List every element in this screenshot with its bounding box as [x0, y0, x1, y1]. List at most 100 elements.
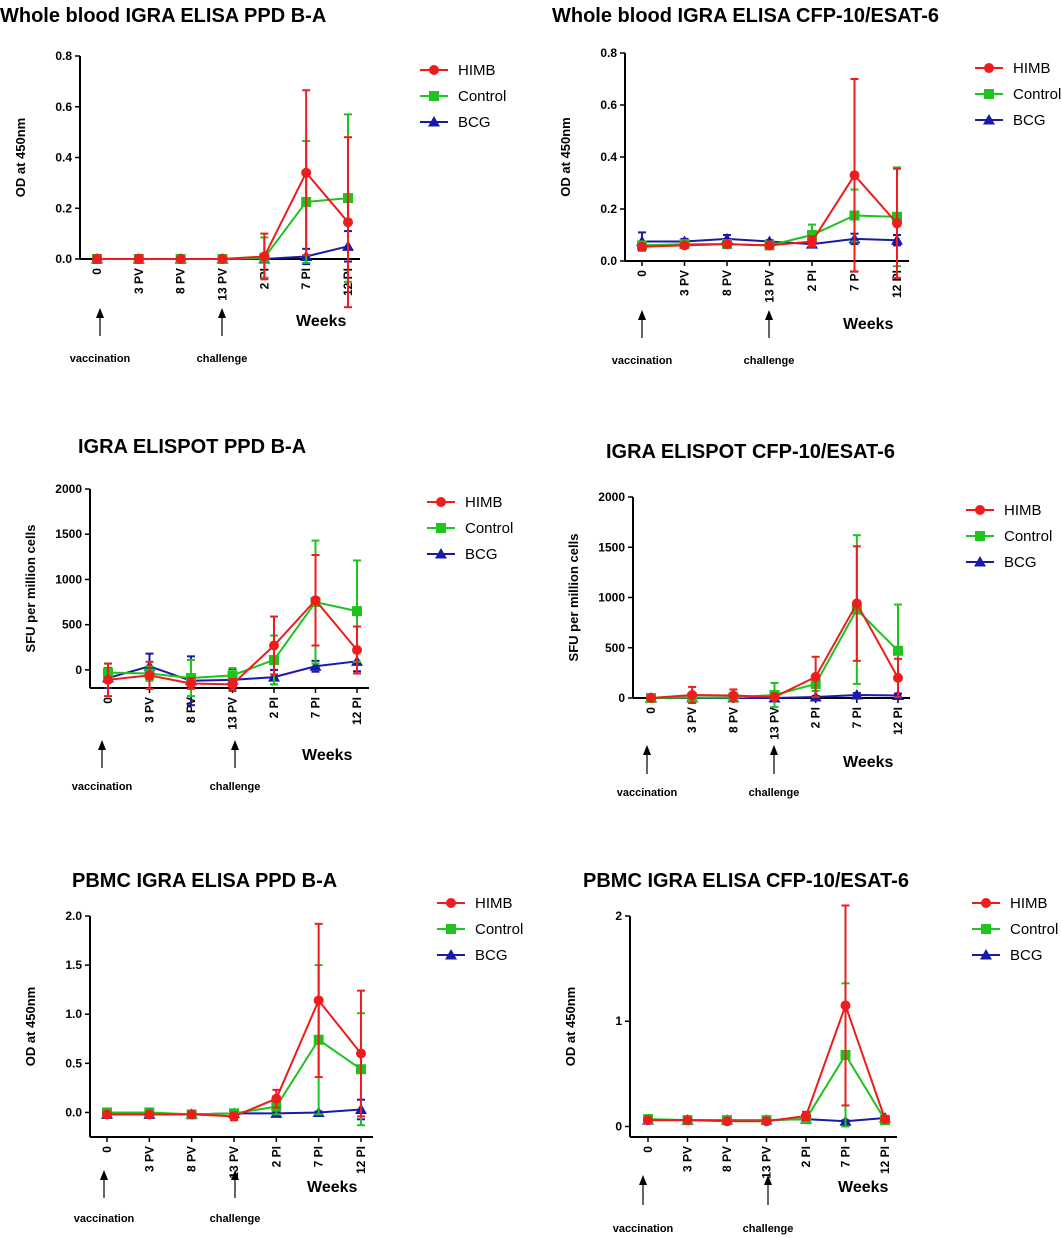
x-tick-label: 0 — [635, 270, 649, 277]
y-tick-label: 0.6 — [55, 100, 72, 114]
legend-marker — [980, 949, 992, 960]
series-himb — [103, 554, 362, 698]
x-tick-label: 12 PI — [891, 707, 905, 735]
data-point — [103, 674, 113, 685]
vaccination-arrowhead — [96, 308, 104, 318]
data-point — [679, 240, 690, 251]
chart-panel-3: IGRA ELISPOT PPD B-A 0 500 1000 1500 2000 0 3 P… — [23, 436, 513, 793]
legend-label: Control — [1010, 921, 1058, 938]
x-tick-label: 12 PI — [354, 1146, 368, 1174]
x-tick-label: 8 PV — [174, 268, 188, 294]
legend-marker — [983, 114, 995, 125]
series-line — [107, 998, 362, 1118]
x-tick-label: 2 PI — [267, 697, 281, 718]
y-tick-label: 2.0 — [65, 909, 82, 923]
data-point — [892, 218, 902, 229]
x-tick-label: 0 — [644, 707, 658, 714]
legend-marker — [428, 116, 440, 127]
x-tick-label: 7 PI — [309, 697, 323, 718]
y-tick-label: 500 — [605, 641, 625, 655]
y-axis-label: OD at 450nm — [23, 987, 38, 1066]
vaccination-label: vaccination — [613, 1223, 674, 1235]
y-tick-label: 0 — [618, 691, 625, 705]
x-tick-label: 8 PV — [720, 1146, 734, 1172]
y-tick-label: 0.2 — [55, 201, 72, 215]
challenge-label: challenge — [743, 1223, 794, 1235]
data-point — [269, 640, 279, 651]
data-point — [217, 254, 228, 264]
x-tick-label: 0 — [90, 268, 104, 275]
data-point — [893, 672, 903, 683]
x-axis-label: Weeks — [302, 747, 353, 764]
y-tick-label: 1500 — [55, 527, 82, 541]
chart-title: PBMC IGRA ELISA PPD B-A — [72, 870, 337, 892]
chart-title: IGRA ELISPOT CFP-10/ESAT-6 — [606, 441, 895, 463]
legend-label: Control — [1004, 528, 1052, 545]
x-tick-label: 2 PI — [809, 707, 823, 728]
y-axis-label: SFU per million cells — [566, 534, 581, 662]
legend-marker — [981, 898, 991, 908]
legend-label: HIMB — [475, 895, 513, 912]
y-tick-label: 2 — [615, 909, 622, 923]
legend-label: Control — [1013, 86, 1061, 103]
legend-label: HIMB — [465, 494, 503, 511]
data-point — [144, 1109, 155, 1120]
legend-label: BCG — [475, 947, 508, 964]
series-himb — [92, 89, 353, 309]
challenge-label: challenge — [749, 787, 800, 799]
y-tick-label: 2000 — [55, 482, 82, 496]
legend-marker — [446, 898, 456, 908]
vaccination-arrowhead — [638, 310, 646, 320]
data-point — [144, 670, 155, 681]
legend: HIMB Control BCG — [420, 62, 506, 131]
challenge-arrowhead — [218, 308, 226, 318]
data-point — [807, 236, 817, 247]
data-point — [850, 688, 863, 700]
x-tick-label: 2 PI — [269, 1146, 283, 1167]
x-tick-label: 12 PI — [878, 1146, 892, 1174]
legend-marker — [446, 924, 456, 934]
legend-marker — [975, 531, 985, 541]
legend: HIMB Control BCG — [972, 895, 1058, 964]
x-tick-label: 13 PV — [216, 268, 230, 301]
x-tick-label: 3 PV — [142, 1146, 156, 1172]
data-point — [849, 170, 860, 181]
data-point — [761, 1116, 772, 1127]
series-line — [97, 197, 349, 260]
chart-panel-6: PBMC IGRA ELISA CFP-10/ESAT-6 0 1 2 0 3 PV 8 P… — [563, 870, 1058, 1235]
data-point — [893, 645, 903, 656]
data-point — [352, 645, 362, 656]
data-point — [310, 595, 321, 606]
chart-title: Whole blood IGRA ELISA CFP-10/ESAT-6 — [552, 5, 939, 27]
legend-label: HIMB — [1013, 60, 1051, 77]
x-axis-label: Weeks — [307, 1179, 358, 1196]
chart-panel-5: PBMC IGRA ELISA PPD B-A 0.0 0.5 1.0 1.5 2.0 0 3… — [23, 870, 523, 1225]
challenge-arrowhead — [231, 1170, 239, 1180]
legend-marker — [436, 523, 446, 533]
y-axis-label: OD at 450nm — [13, 118, 28, 197]
y-axis-label: SFU per million cells — [23, 525, 38, 653]
legend-marker — [981, 924, 991, 934]
series-line — [107, 1038, 362, 1116]
series-control — [646, 534, 903, 709]
series-control — [103, 539, 362, 698]
data-point — [722, 1116, 732, 1127]
x-tick-label: 3 PV — [681, 1146, 695, 1172]
challenge-label: challenge — [744, 355, 795, 367]
data-point — [313, 995, 324, 1006]
legend-marker — [436, 497, 446, 507]
legend-label: HIMB — [1010, 895, 1048, 912]
y-tick-label: 0 — [75, 663, 82, 677]
x-tick-label: 13 PV — [226, 697, 240, 730]
vaccination-arrowhead — [643, 745, 651, 755]
chart-title: IGRA ELISPOT PPD B-A — [78, 436, 306, 458]
data-point — [728, 690, 739, 701]
y-tick-label: 0.4 — [600, 150, 617, 164]
y-axis-label: OD at 450nm — [558, 117, 573, 196]
data-point — [722, 239, 732, 250]
series-himb — [646, 545, 903, 705]
data-point — [227, 679, 238, 690]
data-point — [764, 240, 775, 251]
legend-marker — [435, 548, 447, 559]
y-tick-label: 1.5 — [65, 958, 82, 972]
